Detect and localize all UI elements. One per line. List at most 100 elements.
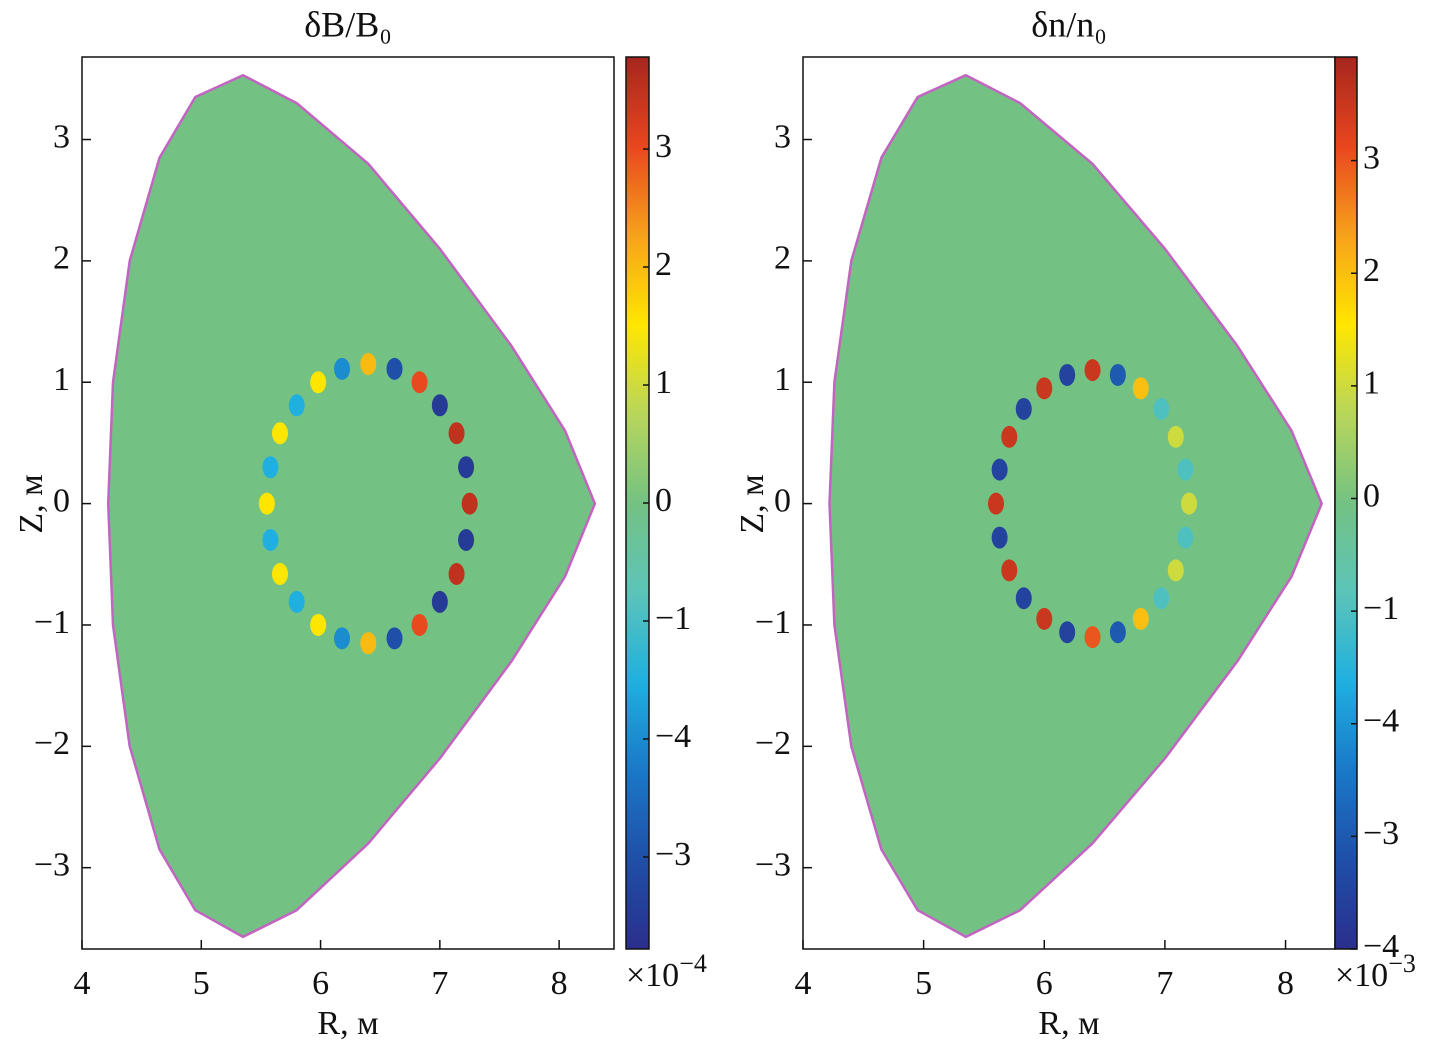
exponent-power: −4: [679, 949, 707, 978]
mode-blob: [1167, 425, 1184, 448]
y-tick-label: 3: [53, 118, 70, 155]
mode-blob: [288, 590, 305, 613]
x-axis-label: R, м: [317, 1005, 378, 1042]
mode-blob: [386, 357, 403, 380]
mode-blob: [272, 562, 289, 585]
plasma-boundary: [828, 73, 1323, 939]
mode-blob: [310, 613, 327, 636]
mode-blob: [1132, 377, 1149, 400]
mode-blob: [431, 394, 448, 417]
x-tick-label: 4: [795, 965, 812, 1002]
mode-blob: [262, 456, 279, 479]
mode-blob: [1109, 363, 1126, 386]
colorbar-tick-label: −4: [655, 718, 691, 755]
mode-blob: [461, 492, 478, 515]
colorbar-tick-label: −3: [1363, 815, 1399, 852]
exponent-base: ×10: [1335, 957, 1388, 994]
y-tick-label: −2: [755, 725, 791, 762]
mode-blob: [1036, 607, 1053, 630]
colorbar-tick-label: 0: [655, 482, 672, 519]
x-tick-label: 7: [1156, 965, 1173, 1002]
y-tick-label: 2: [53, 240, 70, 277]
colorbar-tick-label: 0: [1363, 477, 1380, 514]
x-tick-label: 8: [1277, 965, 1294, 1002]
mode-blob: [448, 562, 465, 585]
colorbar-exponent: ×10−4: [626, 949, 707, 994]
y-tick-label: −1: [34, 604, 70, 641]
colorbar-tick-label: 2: [655, 246, 672, 283]
colorbar-exponent: ×10−3: [1335, 949, 1416, 994]
y-tick-label: 1: [53, 361, 70, 398]
chart-title: δn/n₀: [1031, 4, 1107, 44]
x-tick-label: 5: [915, 965, 932, 1002]
mode-blob: [1036, 377, 1053, 400]
mode-blob: [1153, 587, 1170, 610]
x-tick-label: 8: [551, 965, 568, 1002]
exponent-base: ×10: [626, 957, 679, 994]
x-tick-label: 6: [1036, 965, 1053, 1002]
colorbar-tick-label: 3: [1363, 139, 1380, 176]
mode-blob: [411, 371, 428, 394]
mode-blob: [360, 353, 377, 376]
y-tick-label: −3: [34, 846, 70, 883]
mode-blob: [458, 529, 475, 552]
mode-blob: [991, 458, 1008, 481]
mode-blob: [1084, 626, 1101, 649]
y-tick-label: 2: [774, 240, 791, 277]
plasma-boundary: [106, 73, 597, 939]
y-tick-label: 3: [774, 118, 791, 155]
colorbar-tick-label: −1: [1363, 590, 1399, 627]
mode-blob: [991, 526, 1008, 549]
mode-blob: [1109, 621, 1126, 644]
y-tick-label: 0: [53, 482, 70, 519]
colorbar-tick-label: 1: [655, 364, 672, 401]
mode-blob: [360, 632, 377, 655]
y-tick-label: −1: [755, 604, 791, 641]
colorbar-tick-label: −1: [655, 600, 691, 637]
y-tick-label: 1: [774, 361, 791, 398]
y-tick-label: −2: [34, 725, 70, 762]
mode-blob: [334, 627, 351, 650]
y-axis-label: Z, м: [13, 474, 50, 533]
y-tick-label: −3: [755, 846, 791, 883]
mode-blob: [1181, 492, 1198, 515]
mode-blob: [334, 357, 351, 380]
mode-blob: [386, 627, 403, 650]
mode-blob: [431, 590, 448, 613]
mode-blob: [288, 394, 305, 417]
mode-blob: [258, 492, 275, 515]
colorbar-tick-label: 3: [655, 128, 672, 165]
mode-blob: [448, 422, 465, 445]
colorbar-tick-label: 2: [1363, 252, 1380, 289]
x-tick-label: 7: [431, 965, 448, 1002]
colorbar-tick-label: 1: [1363, 365, 1380, 402]
mode-blob: [1177, 526, 1194, 549]
x-tick-label: 4: [74, 965, 91, 1002]
mode-blob: [1015, 397, 1032, 420]
mode-blob: [1153, 397, 1170, 420]
mode-blob: [1177, 458, 1194, 481]
mode-blob: [262, 529, 279, 552]
mode-blob: [1001, 425, 1018, 448]
mode-blob: [1084, 359, 1101, 382]
colorbar-tick-label: −4: [1363, 703, 1399, 740]
exponent-power: −3: [1388, 949, 1416, 978]
mode-blob: [1059, 621, 1076, 644]
colorbar: [1334, 56, 1358, 950]
mode-blob: [1001, 559, 1018, 582]
x-tick-label: 5: [193, 965, 210, 1002]
colorbar-tick-label: −3: [655, 836, 691, 873]
x-axis-label: R, м: [1038, 1005, 1099, 1042]
x-tick-label: 6: [312, 965, 329, 1002]
mode-blob: [988, 492, 1005, 515]
mode-blob: [1167, 559, 1184, 582]
mode-blob: [1132, 607, 1149, 630]
mode-blob: [1015, 587, 1032, 610]
mode-blob: [272, 422, 289, 445]
y-axis-label: Z, м: [734, 474, 771, 533]
mode-blob: [1059, 363, 1076, 386]
mode-blob: [411, 613, 428, 636]
mode-blob: [458, 456, 475, 479]
mode-blob: [310, 371, 327, 394]
